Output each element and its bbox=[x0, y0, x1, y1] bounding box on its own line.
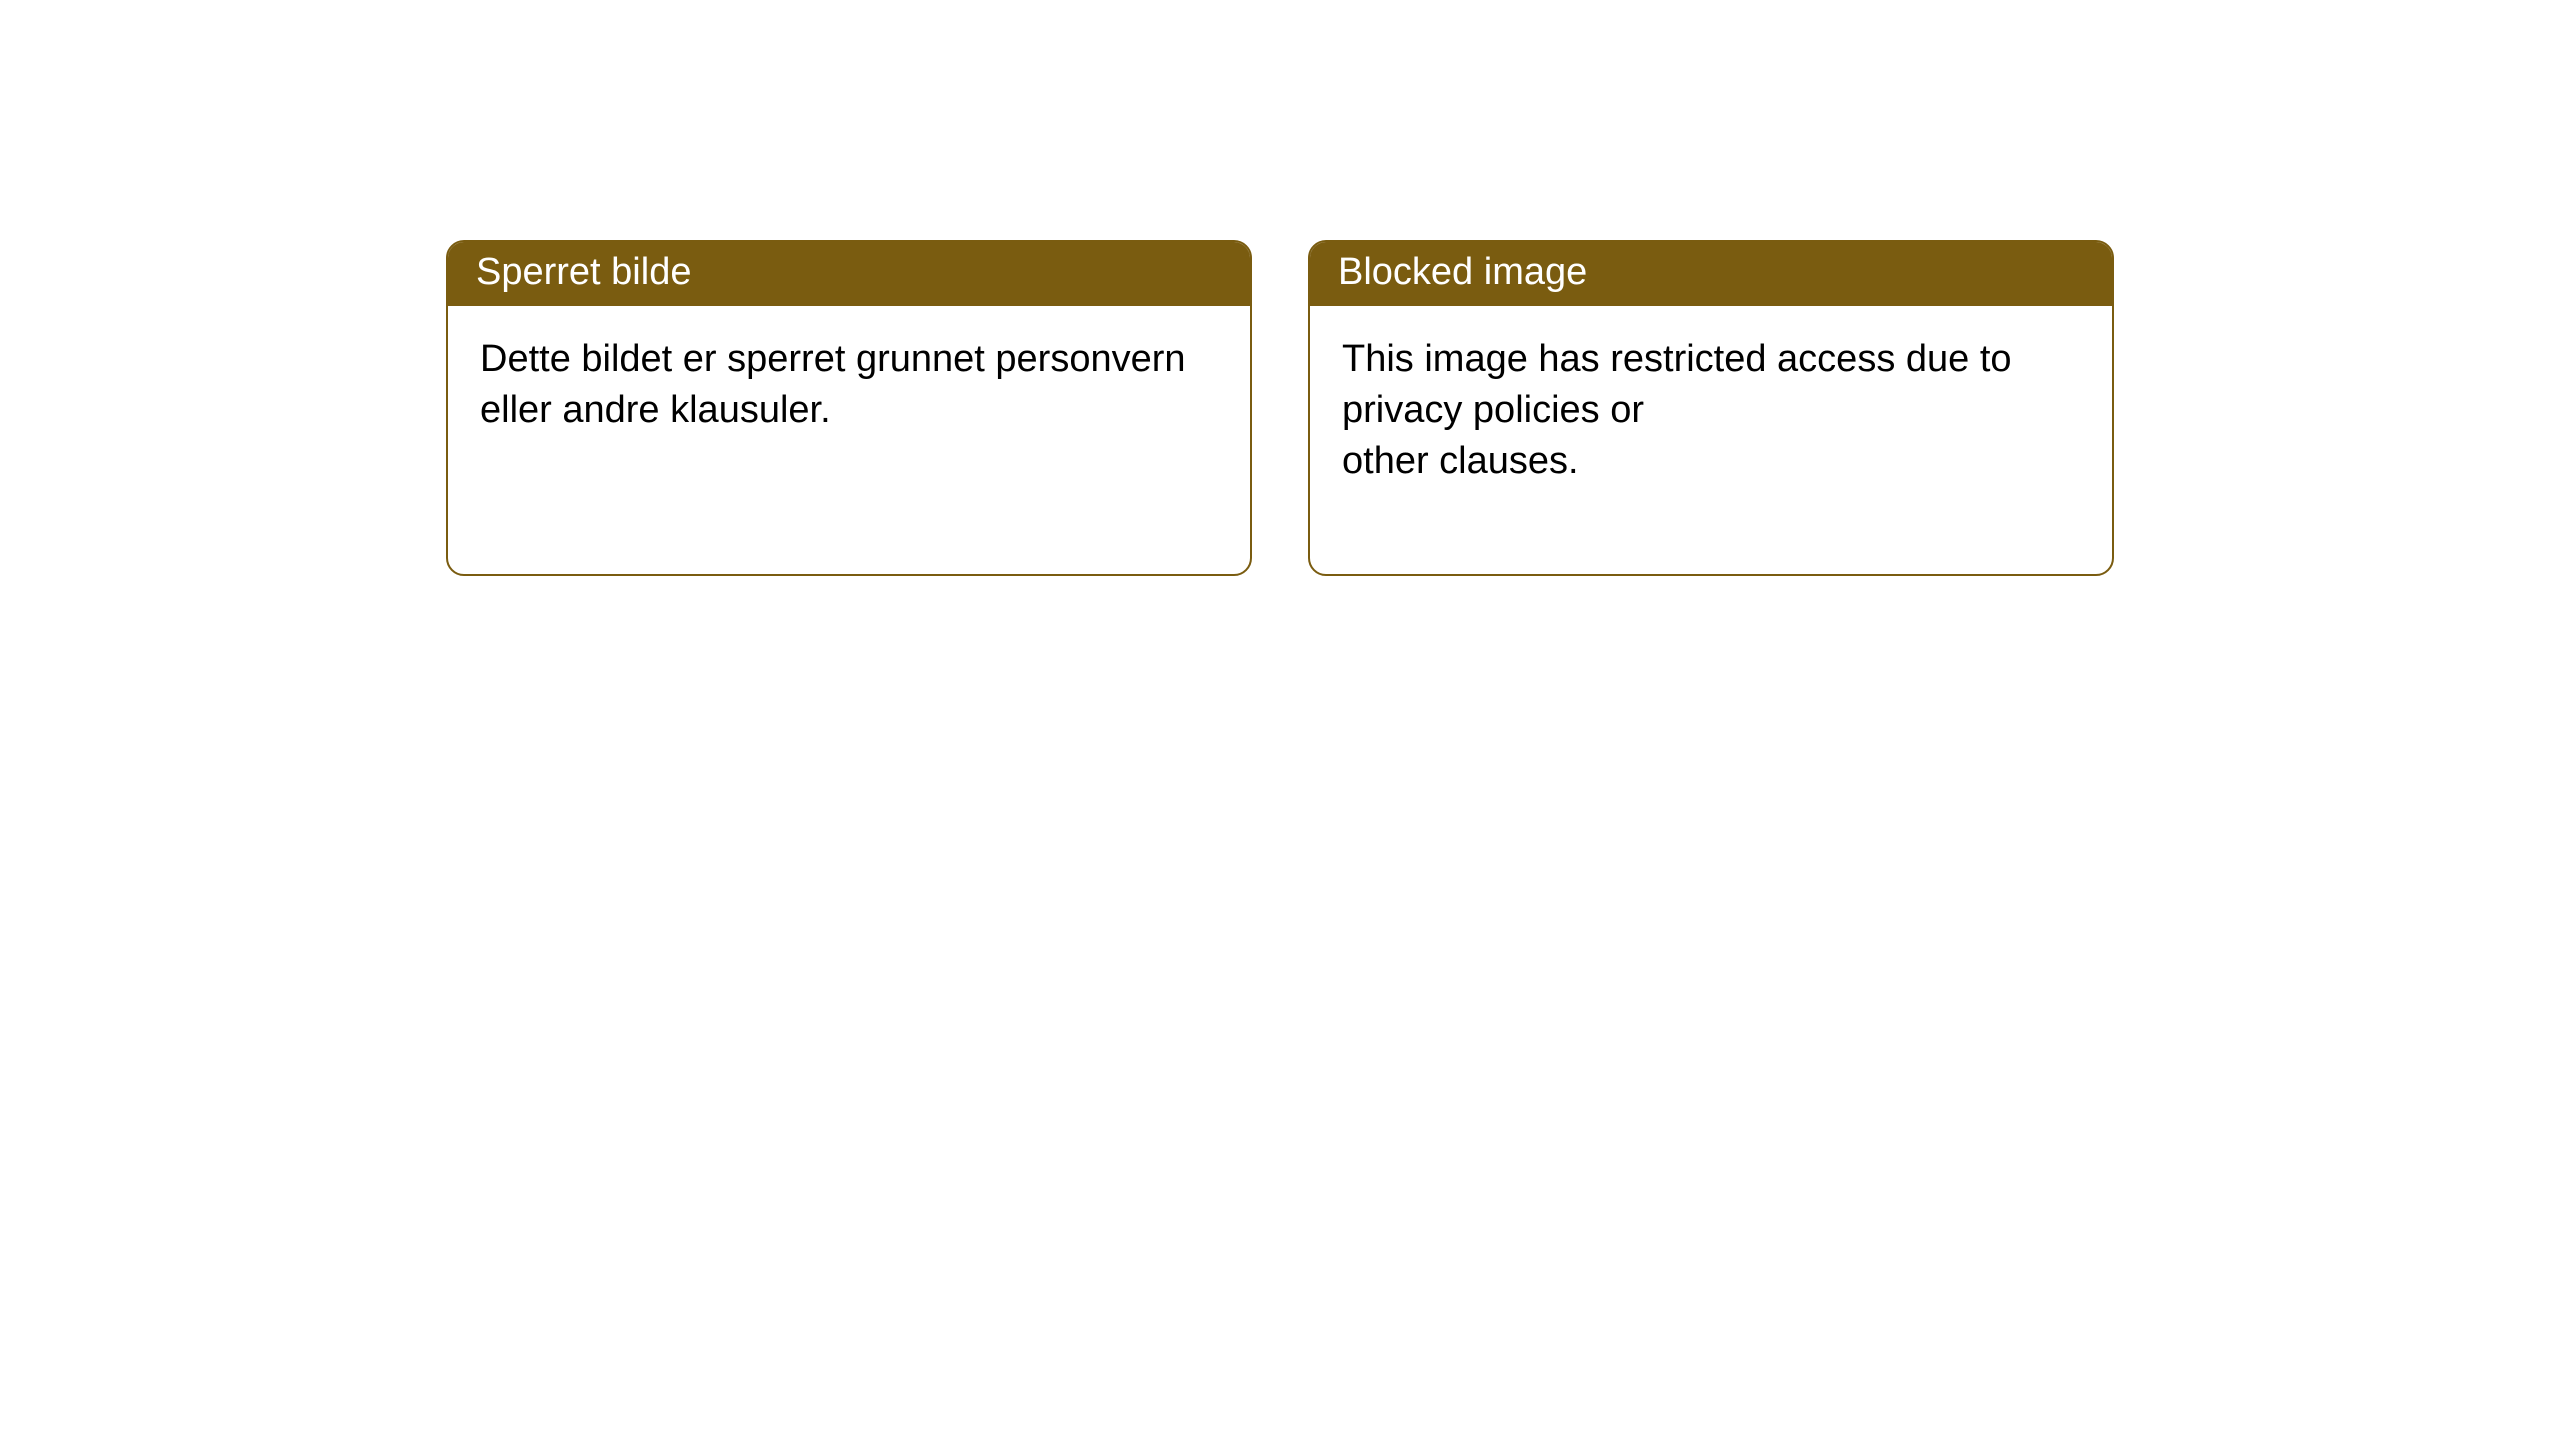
notice-card-header: Blocked image bbox=[1310, 242, 2112, 306]
notice-card-body: This image has restricted access due to … bbox=[1310, 306, 2112, 516]
notice-card-body: Dette bildet er sperret grunnet personve… bbox=[448, 306, 1250, 465]
notice-card-header: Sperret bilde bbox=[448, 242, 1250, 306]
notice-container: Sperret bilde Dette bildet er sperret gr… bbox=[446, 240, 2114, 576]
notice-card-english: Blocked image This image has restricted … bbox=[1308, 240, 2114, 576]
notice-card-norwegian: Sperret bilde Dette bildet er sperret gr… bbox=[446, 240, 1252, 576]
